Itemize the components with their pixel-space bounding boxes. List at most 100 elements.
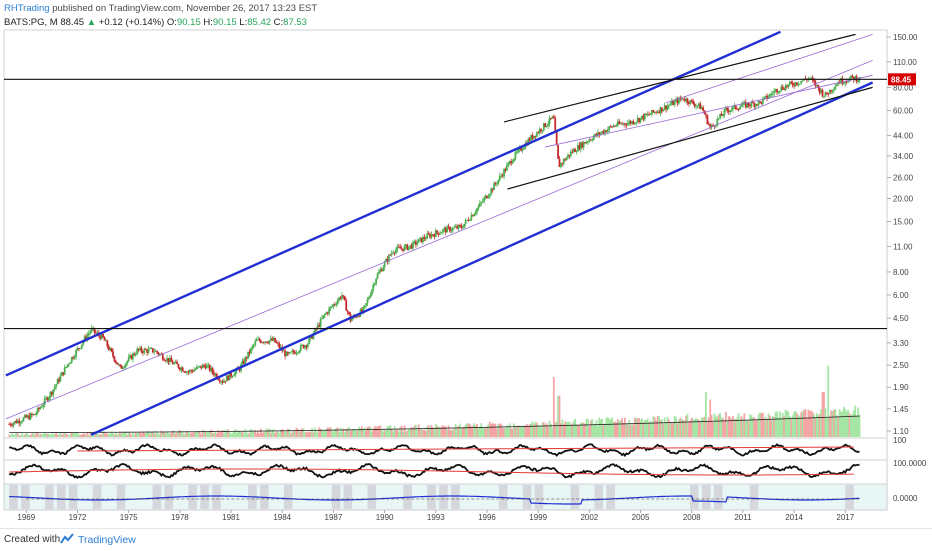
volume-bar <box>763 418 766 437</box>
candle-body <box>487 196 490 199</box>
volume-bar <box>594 424 596 437</box>
volume-bar <box>820 409 823 437</box>
candle-body <box>122 367 124 369</box>
trendline-channel_blue <box>90 81 874 436</box>
volume-bar <box>842 406 845 437</box>
candle-body <box>473 214 476 217</box>
volume-bar <box>638 418 641 437</box>
volume-bar <box>648 422 650 437</box>
volume-bar <box>49 434 52 437</box>
volume-bar <box>389 425 392 437</box>
candle-body <box>373 284 376 286</box>
x-tick-label: 1984 <box>273 513 291 522</box>
candle-body <box>321 318 323 319</box>
candle-body <box>375 278 377 285</box>
volume-bar <box>124 432 127 437</box>
volume-bar <box>203 430 205 437</box>
candle-body <box>592 136 595 140</box>
volume-bar <box>268 428 271 437</box>
volume-bar <box>672 422 675 437</box>
volume-bar <box>675 417 677 437</box>
volume-bar <box>112 433 114 437</box>
volume-bar <box>178 430 181 437</box>
volume-bar <box>781 412 784 437</box>
candle-body <box>343 296 346 301</box>
candle-body <box>178 367 181 370</box>
candle-body <box>127 357 130 362</box>
candle-body <box>788 81 791 85</box>
ind1-tick-top: 100 <box>893 436 907 445</box>
candle-body <box>720 113 723 116</box>
candle-body <box>463 223 466 228</box>
candle-body <box>780 86 783 91</box>
candle-body <box>351 318 353 322</box>
trendline-resistance_black <box>503 33 856 123</box>
volume-bar <box>821 392 824 437</box>
volume-bar <box>265 428 268 437</box>
candle-body <box>757 101 760 106</box>
volume-bar <box>96 431 99 437</box>
candle-body <box>117 364 120 366</box>
volume-bar <box>277 431 279 437</box>
volume-bar <box>460 427 463 437</box>
candle-body <box>284 350 286 357</box>
volume-bar <box>806 418 808 437</box>
volume-bar <box>562 423 565 437</box>
volume-bar <box>434 423 437 437</box>
x-tick-label: 2014 <box>785 513 803 522</box>
volume-bar <box>376 426 379 437</box>
volume-bar <box>818 414 821 437</box>
candle-body <box>599 132 602 135</box>
volume-bar <box>690 417 693 437</box>
volume-bar <box>89 431 92 437</box>
candle-body <box>702 107 705 111</box>
candle-body <box>717 118 720 120</box>
volume-bar <box>198 431 201 437</box>
volume-bar <box>197 431 200 437</box>
candle-body <box>746 102 749 108</box>
volume-bar <box>368 426 370 437</box>
volume-bar <box>237 431 240 437</box>
publisher-name[interactable]: RHTrading <box>4 3 50 14</box>
candle-body <box>63 367 66 375</box>
volume-bar <box>156 431 159 437</box>
volume-bar <box>602 425 605 437</box>
candle-body <box>626 123 629 126</box>
volume-bar <box>399 427 402 437</box>
price-chart[interactable]: 100 100.0000 0.0000 150.00 110.00 80.00 60.… <box>0 0 932 528</box>
candle-body <box>743 102 746 103</box>
volume-bar <box>569 425 572 437</box>
candle-body <box>808 78 811 79</box>
volume-bar <box>312 432 315 437</box>
candle-body <box>511 161 514 164</box>
trendline-fan_purple <box>5 60 873 420</box>
volume-bar <box>466 423 468 437</box>
candle-body <box>112 351 114 357</box>
volume-bar <box>264 431 267 437</box>
candle-body <box>302 344 305 349</box>
volume-bar <box>753 417 756 437</box>
candle-body <box>252 344 255 347</box>
volume-bar <box>38 434 40 437</box>
candle-body <box>584 142 586 144</box>
volume-bar <box>92 435 95 437</box>
volume-bar <box>308 431 311 437</box>
symbol-label[interactable]: BATS:PG, M <box>4 17 58 28</box>
candle-body <box>429 234 432 238</box>
volume-bar <box>430 425 433 437</box>
candle-body <box>769 94 771 97</box>
volume-bar <box>410 426 413 437</box>
volume-bar <box>255 433 258 437</box>
candle-body <box>339 297 342 299</box>
candle-body <box>484 195 487 198</box>
volume-bar <box>693 419 696 437</box>
volume-bar <box>392 431 395 437</box>
candle-body <box>790 81 793 83</box>
high-label: H: <box>203 17 213 28</box>
candle-body <box>660 107 663 112</box>
volume-bar <box>119 431 122 437</box>
tradingview-brand[interactable]: TradingView <box>78 534 136 546</box>
volume-bar <box>808 410 811 437</box>
volume-bar <box>345 429 348 437</box>
candle-body <box>834 86 837 90</box>
